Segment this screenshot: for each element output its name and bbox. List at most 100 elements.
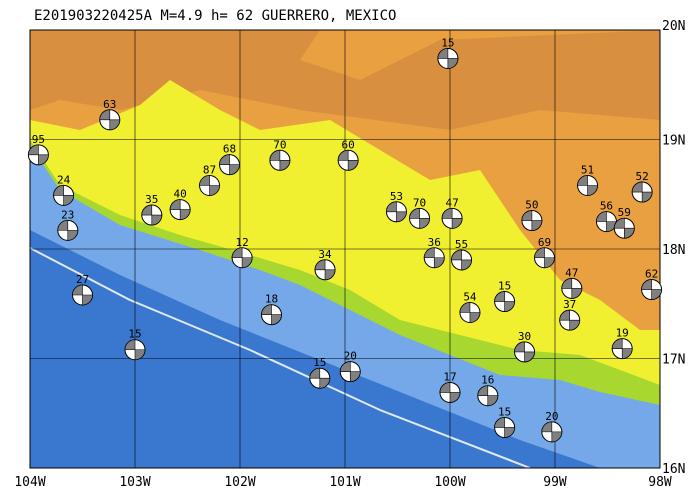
depth-label: 56 (600, 200, 613, 213)
beachball (199, 174, 221, 196)
beachball (459, 302, 481, 324)
ball-quadrant (441, 208, 463, 229)
ball-quadrant (459, 302, 481, 323)
ball-quadrant (409, 208, 430, 229)
beachball (514, 341, 536, 363)
ball-quadrant (559, 309, 581, 331)
beachball (141, 204, 163, 226)
depth-label: 20 (545, 410, 558, 423)
ball-quadrant (339, 361, 361, 382)
beachball (423, 247, 445, 269)
depth-label: 51 (581, 163, 594, 176)
depth-label: 62 (645, 268, 658, 281)
beachball (219, 154, 240, 176)
map-title: E201903220425A M=4.9 h= 62 GUERRERO, MEX… (34, 8, 396, 24)
ball-quadrant (514, 341, 535, 363)
ball-quadrant (631, 181, 653, 203)
depth-label: 18 (265, 293, 278, 306)
beachball (57, 219, 79, 241)
beachball (27, 144, 49, 166)
depth-label: 69 (538, 236, 551, 249)
depth-label: 36 (428, 236, 441, 249)
beachball (124, 339, 146, 361)
ball-quadrant (141, 204, 163, 226)
beachball (439, 381, 461, 403)
depth-label: 40 (174, 188, 187, 201)
ball-quadrant (439, 382, 461, 403)
depth-label: 37 (563, 298, 576, 311)
depth-label: 53 (390, 190, 403, 203)
beachball (595, 211, 617, 233)
beachball (611, 338, 633, 360)
beachball (534, 247, 555, 269)
x-tick-label: 103W (119, 475, 150, 490)
x-tick-label: 100W (434, 475, 465, 490)
depth-label: 15 (498, 280, 511, 293)
ball-quadrant (534, 247, 555, 269)
depth-label: 15 (441, 36, 454, 49)
beachball (559, 309, 581, 331)
beachball (314, 259, 336, 281)
beachball (53, 184, 75, 206)
depth-label: 70 (273, 138, 286, 151)
depth-label: 54 (463, 291, 477, 304)
beachball (541, 421, 563, 443)
x-tick-label: 99W (543, 475, 567, 490)
y-tick-label: 16N (662, 462, 685, 477)
depth-label: 20 (344, 350, 357, 363)
depth-label: 60 (342, 138, 355, 151)
depth-label: 16 (481, 374, 494, 387)
ball-quadrant (611, 338, 633, 359)
ball-quadrant (124, 339, 146, 361)
beachball (477, 385, 499, 407)
ball-quadrant (451, 249, 472, 271)
beachball (631, 181, 653, 203)
ball-quadrant (541, 421, 563, 443)
ball-quadrant (521, 210, 543, 231)
depth-label: 23 (61, 208, 74, 221)
ball-quadrant (99, 109, 121, 131)
depth-label: 50 (525, 199, 538, 212)
ball-quadrant (641, 279, 662, 300)
beachball (385, 201, 407, 223)
x-tick-label: 104W (14, 475, 45, 490)
beachball (437, 47, 459, 69)
beachball (561, 277, 583, 299)
beachball (577, 174, 599, 196)
depth-label: 59 (618, 206, 631, 219)
ball-quadrant (269, 150, 291, 171)
ball-quadrant (169, 199, 191, 220)
depth-label: 35 (145, 193, 158, 206)
beachball (337, 149, 359, 171)
ball-quadrant (477, 385, 499, 407)
beachball (309, 367, 331, 389)
x-tick-label: 98W (648, 475, 672, 490)
y-tick-label: 20N (662, 19, 685, 34)
depth-label: 30 (518, 330, 531, 343)
beachball (269, 149, 291, 171)
beachball (409, 207, 431, 229)
beachball (451, 249, 473, 271)
depth-label: 55 (455, 238, 468, 251)
beachball (494, 416, 516, 438)
x-tick-label: 101W (329, 475, 360, 490)
ball-quadrant (53, 185, 74, 206)
beachball (261, 304, 282, 326)
beachball (169, 199, 191, 221)
ball-quadrant (309, 367, 331, 389)
ball-quadrant (494, 417, 515, 438)
ball-quadrant (437, 48, 459, 69)
ball-quadrant (72, 284, 93, 306)
ball-quadrant (337, 150, 359, 171)
depth-label: 24 (57, 173, 71, 186)
ball-quadrant (231, 247, 253, 269)
beachball (339, 361, 361, 383)
ball-quadrant (561, 278, 583, 299)
beachball (72, 284, 93, 306)
ball-quadrant (219, 154, 240, 175)
ball-quadrant (494, 291, 515, 312)
ball-quadrant (386, 201, 407, 223)
x-tick-label: 102W (224, 475, 255, 490)
depth-label: 15 (313, 356, 326, 369)
